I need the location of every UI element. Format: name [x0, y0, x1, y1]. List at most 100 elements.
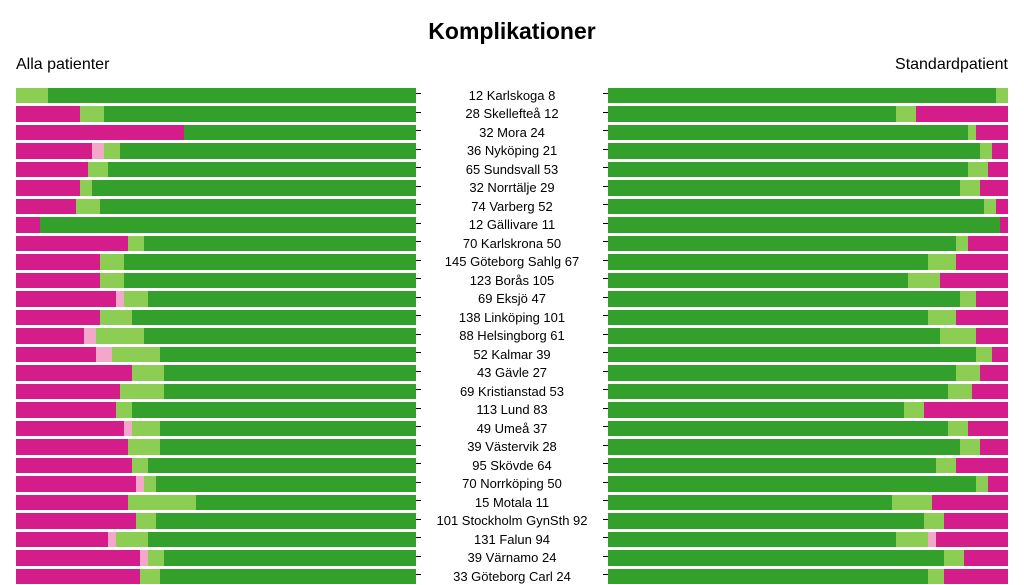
- bar-segment-dg: [608, 513, 924, 529]
- bar-segment-mg: [16, 402, 116, 418]
- chart-row: 12 Gällivare 11: [0, 216, 1024, 235]
- right-bar: [608, 291, 1008, 307]
- bar-segment-lg: [980, 143, 992, 159]
- bar-segment-mg: [996, 199, 1008, 215]
- bar-segment-lg: [132, 365, 164, 381]
- bar-segment-dg: [164, 550, 416, 566]
- bar-segment-dg: [608, 421, 948, 437]
- bar-segment-lg: [116, 532, 148, 548]
- right-bar: [608, 513, 1008, 529]
- bar-segment-mg: [944, 569, 1008, 585]
- bar-segment-dg: [132, 402, 416, 418]
- row-label: 39 Västervik 28: [416, 438, 608, 457]
- bar-segment-lp: [92, 143, 104, 159]
- bar-segment-dg: [184, 125, 416, 141]
- bar-segment-lg: [960, 291, 976, 307]
- complications-chart: Komplikationer Alla patienter Standardpa…: [0, 0, 1024, 585]
- left-bar: [16, 199, 416, 215]
- bar-segment-dg: [608, 162, 968, 178]
- bar-segment-lg: [892, 495, 932, 511]
- bar-segment-lg: [904, 402, 924, 418]
- chart-row: 69 Kristianstad 53: [0, 382, 1024, 401]
- bar-segment-mg: [16, 273, 100, 289]
- chart-row: 32 Norrtälje 29: [0, 179, 1024, 198]
- left-bar: [16, 384, 416, 400]
- left-bar: [16, 402, 416, 418]
- left-bar: [16, 347, 416, 363]
- bar-segment-lg: [120, 384, 164, 400]
- row-label: 32 Norrtälje 29: [416, 179, 608, 198]
- bar-segment-lg: [960, 180, 980, 196]
- row-label: 70 Karlskrona 50: [416, 234, 608, 253]
- bar-segment-lg: [76, 199, 100, 215]
- bar-segment-dg: [148, 291, 416, 307]
- left-column-label: Alla patienter: [16, 56, 109, 74]
- row-label: 101 Stockholm GynSth 92: [416, 512, 608, 531]
- bar-segment-lg: [96, 328, 144, 344]
- right-bar: [608, 532, 1008, 548]
- row-label: 74 Varberg 52: [416, 197, 608, 216]
- row-label: 65 Sundsvall 53: [416, 160, 608, 179]
- bar-segment-mg: [16, 199, 76, 215]
- bar-segment-mg: [956, 254, 1008, 270]
- bar-segment-lg: [128, 495, 196, 511]
- chart-row: 69 Eksjö 47: [0, 290, 1024, 309]
- bar-segment-lg: [928, 310, 956, 326]
- bar-segment-mg: [968, 421, 1008, 437]
- bar-segment-lg: [996, 88, 1008, 104]
- bar-segment-lg: [960, 439, 980, 455]
- chart-row: 39 Värnamo 24: [0, 549, 1024, 568]
- bar-segment-lp: [136, 476, 144, 492]
- bar-segment-lg: [80, 180, 92, 196]
- bar-segment-dg: [608, 328, 940, 344]
- right-bar: [608, 421, 1008, 437]
- bar-segment-mg: [964, 550, 1008, 566]
- bar-segment-mg: [956, 310, 1008, 326]
- right-bar: [608, 569, 1008, 585]
- bar-segment-lg: [128, 439, 160, 455]
- bar-segment-dg: [148, 458, 416, 474]
- right-bar: [608, 310, 1008, 326]
- bar-segment-dg: [608, 125, 968, 141]
- bar-segment-lg: [140, 569, 160, 585]
- left-bar: [16, 495, 416, 511]
- row-label: 70 Norrköping 50: [416, 475, 608, 494]
- left-bar: [16, 88, 416, 104]
- bar-segment-mg: [992, 347, 1008, 363]
- bar-segment-mg: [16, 365, 132, 381]
- bar-segment-lg: [956, 236, 968, 252]
- bar-segment-lg: [976, 476, 988, 492]
- bar-segment-dg: [608, 569, 928, 585]
- bar-segment-lg: [976, 347, 992, 363]
- bar-segment-dg: [48, 88, 416, 104]
- left-bar: [16, 310, 416, 326]
- bar-segment-lg: [896, 106, 916, 122]
- chart-row: 12 Karlskoga 8: [0, 86, 1024, 105]
- left-bar: [16, 291, 416, 307]
- right-bar: [608, 550, 1008, 566]
- row-label: 33 Göteborg Carl 24: [416, 567, 608, 585]
- bar-segment-dg: [120, 143, 416, 159]
- right-bar: [608, 439, 1008, 455]
- chart-row: 74 Varberg 52: [0, 197, 1024, 216]
- bar-segment-mg: [944, 513, 1008, 529]
- chart-row: 32 Mora 24: [0, 123, 1024, 142]
- chart-row: 33 Göteborg Carl 24: [0, 567, 1024, 585]
- right-bar: [608, 125, 1008, 141]
- bar-segment-mg: [16, 495, 128, 511]
- row-label: 95 Skövde 64: [416, 456, 608, 475]
- bar-segment-dg: [100, 199, 416, 215]
- left-bar: [16, 550, 416, 566]
- right-bar: [608, 199, 1008, 215]
- bar-segment-lg: [144, 476, 156, 492]
- bar-segment-lg: [928, 254, 956, 270]
- left-bar: [16, 365, 416, 381]
- bar-segment-dg: [608, 550, 944, 566]
- left-bar: [16, 328, 416, 344]
- bar-segment-mg: [16, 291, 116, 307]
- bar-segment-mg: [988, 162, 1008, 178]
- bar-segment-dg: [608, 439, 960, 455]
- left-bar: [16, 106, 416, 122]
- bar-segment-dg: [132, 310, 416, 326]
- bar-segment-lp: [140, 550, 148, 566]
